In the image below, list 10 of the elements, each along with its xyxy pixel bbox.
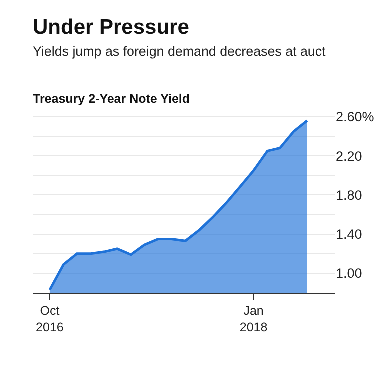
y-tick-label: 2.60% (336, 110, 374, 125)
y-tick-label: 1.80 (336, 188, 362, 203)
text: Treasury 2-Year Note Yield (33, 92, 190, 106)
x-tick-label: Jan 2018 (240, 304, 268, 334)
chart-title: Under Pressure (33, 16, 190, 40)
y-tick-label: 1.00 (336, 266, 362, 282)
y-tick-label: 1.40 (336, 227, 362, 242)
y-tick-label: 2.20 (336, 148, 362, 164)
chart-subtitle: Yields jump as foreign demand decreases at auct (33, 44, 326, 59)
x-tick-label: Oct 2016 (36, 304, 64, 334)
